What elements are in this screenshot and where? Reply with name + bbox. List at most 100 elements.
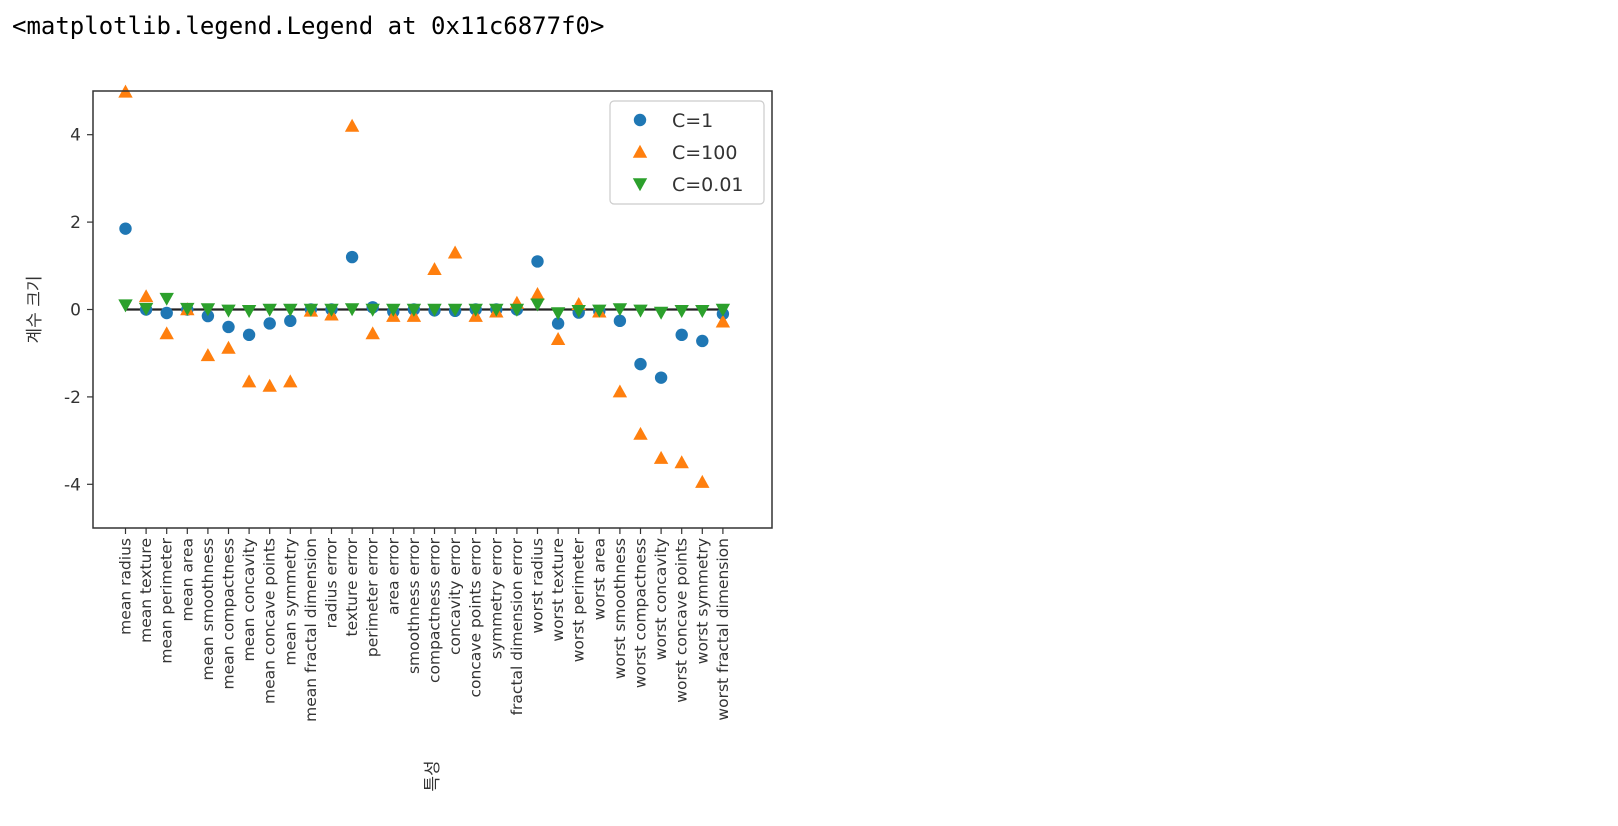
data-point xyxy=(159,292,174,306)
data-point xyxy=(303,303,319,317)
x-tick-label: mean smoothness xyxy=(199,538,217,680)
legend-marker-3 xyxy=(632,178,648,192)
legend: C=1 C=100 C=0.01 xyxy=(609,100,765,205)
data-point xyxy=(241,374,257,388)
data-point xyxy=(634,357,647,371)
x-tick-label: symmetry error xyxy=(487,537,505,659)
data-point xyxy=(159,326,174,340)
data-point xyxy=(160,306,173,320)
x-tick-label: worst radius xyxy=(529,538,547,634)
data-point xyxy=(612,384,628,398)
data-point xyxy=(241,305,257,319)
data-point xyxy=(118,299,133,313)
y-tick-label: 2 xyxy=(70,213,81,233)
data-point xyxy=(696,334,709,348)
x-tick-label: worst fractal dimension xyxy=(714,538,732,721)
data-point xyxy=(242,328,256,342)
data-point xyxy=(674,305,689,319)
x-tick-label: compactness error xyxy=(426,537,444,683)
data-point xyxy=(447,245,463,259)
x-tick-label: mean concave points xyxy=(261,538,279,704)
data-point xyxy=(344,118,360,132)
data-point xyxy=(324,303,339,317)
x-tick-label: radius error xyxy=(323,537,341,628)
x-tick-label: worst symmetry xyxy=(693,538,711,664)
data-point xyxy=(263,317,276,330)
data-point xyxy=(221,304,236,318)
data-point xyxy=(468,303,483,317)
y-tick-label: -4 xyxy=(64,475,81,495)
data-point xyxy=(675,328,688,342)
legend-marker-1 xyxy=(633,113,647,127)
data-point xyxy=(119,222,132,235)
x-tick-label: mean area xyxy=(178,538,196,621)
data-point xyxy=(262,303,277,317)
x-tick-label: mean fractal dimension xyxy=(302,538,320,722)
x-tick-label: fractal dimension error xyxy=(508,537,526,715)
data-point xyxy=(221,340,236,354)
x-tick-label: texture error xyxy=(343,537,361,636)
data-point xyxy=(386,303,401,317)
legend-box xyxy=(609,100,765,205)
data-point xyxy=(531,255,544,268)
data-point xyxy=(345,250,359,264)
x-tick-label: concavity error xyxy=(446,537,464,655)
x-tick-label: perimeter error xyxy=(364,537,382,657)
x-tick-label: mean compactness xyxy=(220,538,238,689)
x-tick-label: mean perimeter xyxy=(158,537,176,663)
data-point xyxy=(284,314,297,328)
data-point xyxy=(344,303,360,317)
x-tick-label: worst concave points xyxy=(673,538,691,703)
output-repr-text: <matplotlib.legend.Legend at 0x11c6877f0… xyxy=(12,12,605,40)
series-3 xyxy=(118,292,731,321)
data-point xyxy=(365,326,380,340)
data-point xyxy=(365,303,380,317)
legend-label-1: C=1 xyxy=(672,110,713,132)
data-point xyxy=(283,374,298,388)
data-point xyxy=(427,262,442,276)
x-tick-label: worst compactness xyxy=(632,538,650,688)
x-tick-label: mean radius xyxy=(117,538,135,635)
data-point xyxy=(571,305,586,319)
data-point xyxy=(222,320,235,334)
data-point xyxy=(406,303,422,317)
x-tick-label: worst area xyxy=(590,538,608,620)
x-tick-label: worst perimeter xyxy=(570,537,588,662)
data-point xyxy=(180,302,195,316)
data-point xyxy=(551,317,565,330)
y-tick-label: -2 xyxy=(64,388,81,408)
x-tick-label: worst texture xyxy=(549,538,567,642)
data-point xyxy=(550,307,566,321)
data-point xyxy=(715,303,731,317)
data-point xyxy=(427,303,442,317)
data-point xyxy=(509,303,525,317)
data-point xyxy=(674,455,689,469)
data-point xyxy=(653,450,669,464)
x-tick-label: smoothness error xyxy=(405,537,423,674)
data-point xyxy=(200,348,216,362)
y-tick-label: 4 xyxy=(70,126,81,146)
data-point xyxy=(489,303,504,317)
x-tick-label: worst concavity xyxy=(652,538,670,660)
data-point xyxy=(138,302,154,316)
data-point xyxy=(530,298,545,312)
x-tick-label: concave points error xyxy=(467,537,485,697)
data-point xyxy=(530,287,545,300)
data-point xyxy=(592,304,607,318)
legend-marker-2 xyxy=(632,144,648,158)
data-point xyxy=(653,306,669,320)
data-point xyxy=(654,371,668,384)
data-point xyxy=(550,332,566,345)
data-point xyxy=(447,303,463,317)
data-point xyxy=(695,474,710,488)
data-point xyxy=(715,314,731,328)
legend-label-3: C=0.01 xyxy=(672,174,744,196)
legend-label-2: C=100 xyxy=(672,142,737,164)
x-tick-label: mean texture xyxy=(137,538,155,643)
x-tick-label: area error xyxy=(384,537,402,615)
data-point xyxy=(612,303,628,317)
data-point xyxy=(633,304,648,318)
x-tick-label: worst smoothness xyxy=(611,538,629,679)
x-axis-label: 특성 xyxy=(423,760,443,791)
x-tick-label: mean concavity xyxy=(240,538,258,661)
